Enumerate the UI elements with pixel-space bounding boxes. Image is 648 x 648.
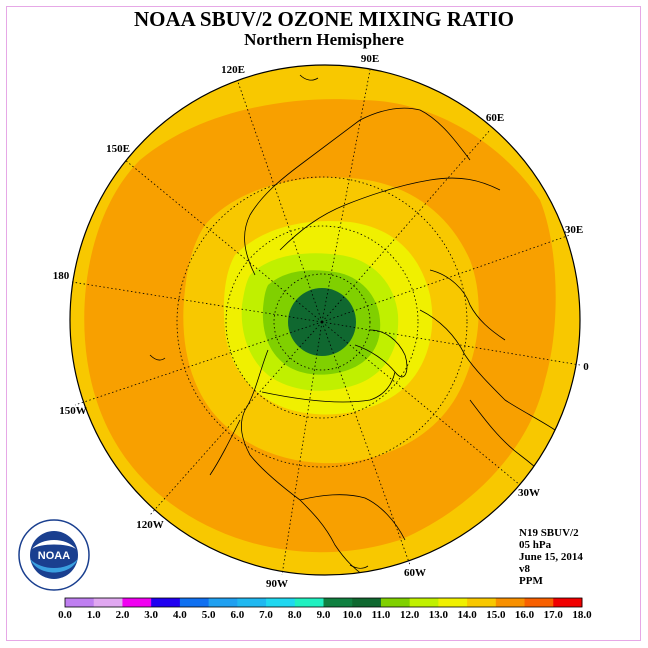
colorbar-tick-label: 1.0 [86,609,101,621]
colorbar-swatch [438,598,468,607]
colorbar-tick-label: 0.0 [58,609,72,621]
colorbar-swatch [93,598,123,607]
info-instrument: N19 SBUV/2 [519,527,579,539]
colorbar-swatch [237,598,267,607]
lon-label-30w: 30W [518,487,540,499]
colorbar-tick-label: 17.0 [543,609,563,621]
colorbar [64,597,583,608]
colorbar-tick-label: 8.0 [287,609,302,621]
colorbar-swatch [65,598,95,607]
colorbar-swatch [380,598,411,607]
info-units: PPM [519,575,543,587]
map-subtitle: Northern Hemisphere [244,30,404,49]
lon-label-30e: 30E [565,224,583,236]
colorbar-swatch [294,598,324,607]
colorbar-swatch [266,598,296,607]
map-boundary [69,64,581,576]
info-date: June 15, 2014 [519,551,583,563]
info-version: v8 [519,563,530,575]
colorbar-tick-label: 14.0 [457,609,477,621]
meridian-line [321,69,371,323]
lon-label-150e: 150E [106,143,130,155]
lon-label-180: 180 [53,270,70,282]
colorbar-tick-label: 13.0 [428,609,448,621]
coastlines [149,74,566,575]
colorbar-swatch [151,598,181,607]
lon-label-60e: 60E [486,112,504,124]
colorbar-tick-label: 18.0 [572,609,592,621]
colorbar-tick-label: 15.0 [486,609,506,621]
lon-label-120w: 120W [136,519,164,531]
colorbar-tick-label: 10.0 [342,609,362,621]
colorbar-swatch [409,598,439,607]
meridian-line [321,321,521,486]
colorbar-swatch [553,598,583,607]
colorbar-tick-label: 16.0 [514,609,535,621]
meridian-line [321,129,491,323]
meridian-line [149,321,323,516]
colorbar-tick-label: 2.0 [115,609,130,621]
lon-label-120e: 120E [221,64,245,76]
colorbar-tick-label: 7.0 [259,609,273,621]
colorbar-swatch [208,598,238,607]
colorbar-swatch [495,598,526,607]
meridian-lines [71,69,581,576]
noaa-logo: NOAA [18,519,90,591]
colorbar-swatch [352,598,382,607]
meridian-line [74,321,323,406]
lon-label-0: 0 [583,361,589,373]
noaa-logo-text: NOAA [38,550,70,562]
colorbar-tick-label: 3.0 [144,609,159,621]
colorbar-tick-label: 6.0 [230,609,245,621]
latitude-circles [176,176,468,468]
lon-label-150w: 150W [59,405,87,417]
info-level: 05 hPa [519,539,552,551]
colorbar-tick-label: 11.0 [371,609,391,621]
meridian-line [281,321,323,576]
meridian-line [124,159,323,323]
colorbar-swatch [122,598,152,607]
lon-label-90e: 90E [361,53,379,65]
colorbar-border [64,597,583,608]
colorbar-swatch [179,598,210,607]
meridian-line [321,321,411,566]
map-title: NOAA SBUV/2 OZONE MIXING RATIO [134,7,514,31]
lon-label-90w: 90W [266,578,288,590]
lon-label-60w: 60W [404,567,426,579]
noaa-logo-graphic: NOAA [18,519,90,591]
colorbar-swatch [323,598,353,607]
colorbar-tick-label: 4.0 [173,609,187,621]
colorbar-tick-label: 9.0 [316,609,331,621]
map-frame [6,6,641,641]
colorbar-tick-label: 12.0 [400,609,420,621]
colorbar-swatch [467,598,497,607]
colorbar-tick-label: 5.0 [201,609,216,621]
colorbar-swatch [524,598,554,607]
